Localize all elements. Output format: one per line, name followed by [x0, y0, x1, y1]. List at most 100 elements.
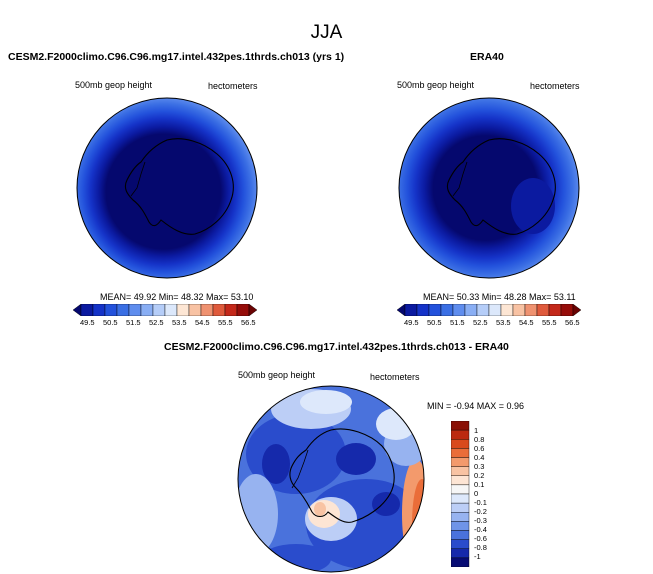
left-colorbar-swatch: [92, 304, 106, 316]
diff-colorbar: [451, 421, 470, 567]
left-colorbar: [73, 304, 257, 316]
left-colorbar-swatch: [176, 304, 190, 316]
right-units-label: hectometers: [530, 81, 580, 91]
diff-tick: -0.8: [474, 543, 487, 552]
diff-tick: 1: [474, 426, 479, 435]
diff-colorbar-swatch: [451, 502, 470, 513]
diff-colorbar-swatch: [451, 457, 470, 467]
left-colorbar-swatch: [212, 304, 226, 316]
right-panel-title: ERA40: [470, 51, 504, 63]
diff-colorbar-swatch: [451, 493, 470, 504]
right-peninsula: [452, 161, 468, 197]
right-colorbar-swatch: [452, 304, 466, 316]
diff-tick: -0.3: [474, 516, 487, 525]
left-colorbar-swatch: [80, 304, 94, 316]
right-colorbar-swatch: [464, 304, 478, 316]
left-polar-map: [76, 97, 258, 279]
left-antarctica-coastline: [124, 138, 234, 235]
right-colorbar-swatch: [572, 304, 581, 316]
left-colorbar-swatch: [236, 304, 250, 316]
left-tick: 56.5: [241, 318, 256, 327]
diff-tick: -0.2: [474, 507, 487, 516]
diff-polar-map: [237, 385, 425, 573]
diff-colorbar-ticks: 1 0.8 0.6 0.4 0.3 0.2 0.1 0 -0.1 -0.2 -0…: [474, 421, 514, 567]
diff-colorbar-swatch: [451, 512, 470, 522]
left-colorbar-swatch: [188, 304, 202, 316]
right-tick: 51.5: [450, 318, 465, 327]
left-colorbar-swatch: [140, 304, 154, 316]
diff-colorbar-swatch: [451, 421, 470, 431]
diff-tick: 0: [474, 489, 479, 498]
right-polar-map: [398, 97, 580, 279]
left-colorbar-swatch: [73, 304, 82, 316]
right-variable-label: 500mb geop height: [397, 80, 475, 90]
left-map-disk: [76, 97, 258, 279]
diff-colorbar-swatch: [451, 448, 470, 458]
right-colorbar-swatch: [560, 304, 574, 316]
left-peninsula: [130, 161, 146, 197]
season-title: JJA: [310, 22, 343, 43]
diff-tick: -0.4: [474, 525, 487, 534]
right-colorbar: [397, 304, 581, 316]
left-colorbar-ticks: 49.5 50.5 51.5 52.5 53.5 54.5 55.5 56.5: [73, 318, 257, 328]
right-colorbar-swatch: [536, 304, 550, 316]
diff-antarctica-coastline: [289, 428, 395, 523]
diff-map-border: [237, 385, 425, 573]
diff-tick: -0.1: [474, 498, 487, 507]
right-colorbar-swatch: [488, 304, 502, 316]
left-tick: 54.5: [195, 318, 210, 327]
diff-panel-title: CESM2.F2000climo.C96.C96.mg17.intel.432p…: [164, 341, 509, 353]
diff-tick: 0.3: [474, 462, 485, 471]
left-colorbar-swatch: [116, 304, 130, 316]
right-tick: 50.5: [427, 318, 442, 327]
right-ross-sea-anomaly: [511, 178, 555, 234]
right-colorbar-swatch: [404, 304, 418, 316]
diff-tick: 0.6: [474, 444, 485, 453]
diff-tick: -0.6: [474, 534, 487, 543]
right-tick: 55.5: [542, 318, 557, 327]
left-units-label: hectometers: [208, 81, 258, 91]
diff-colorbar-swatch: [451, 484, 470, 495]
left-colorbar-swatch: [200, 304, 214, 316]
left-tick: 51.5: [126, 318, 141, 327]
left-colorbar-swatch: [248, 304, 257, 316]
right-colorbar-swatch: [512, 304, 526, 316]
right-colorbar-swatch: [440, 304, 454, 316]
left-tick: 49.5: [80, 318, 95, 327]
diff-stats: MIN = -0.94 MAX = 0.96: [427, 401, 525, 411]
diff-colorbar-swatch: [451, 429, 470, 440]
left-colorbar-swatch: [164, 304, 178, 316]
right-colorbar-swatch: [397, 304, 406, 316]
right-antarctica-coastline: [446, 138, 556, 235]
diff-colorbar-swatch: [451, 475, 470, 486]
left-colorbar-swatch: [104, 304, 118, 316]
diff-colorbar-swatch: [451, 557, 470, 567]
right-tick: 54.5: [519, 318, 534, 327]
right-stats: MEAN= 50.33 Min= 48.28 Max= 53.11: [423, 292, 576, 302]
left-tick: 52.5: [149, 318, 164, 327]
diff-colorbar-swatch: [451, 466, 470, 476]
diff-tick: 0.8: [474, 435, 485, 444]
right-tick: 56.5: [565, 318, 580, 327]
right-colorbar-swatch: [416, 304, 430, 316]
diff-tick: 0.1: [474, 480, 485, 489]
left-colorbar-swatch: [128, 304, 142, 316]
right-tick: 53.5: [496, 318, 511, 327]
diff-peninsula: [291, 449, 309, 489]
diff-tick: -1: [474, 552, 481, 561]
left-panel-title: CESM2.F2000climo.C96.C96.mg17.intel.432p…: [8, 51, 345, 63]
left-stats: MEAN= 49.92 Min= 48.32 Max= 53.10: [100, 292, 254, 302]
left-tick: 53.5: [172, 318, 187, 327]
right-map-disk: [398, 97, 580, 279]
right-colorbar-swatch: [548, 304, 562, 316]
left-tick: 50.5: [103, 318, 118, 327]
diff-colorbar-swatch: [451, 539, 470, 549]
diff-colorbar-swatch: [451, 548, 470, 559]
right-colorbar-swatch: [524, 304, 538, 316]
diff-colorbar-swatch: [451, 439, 470, 449]
diff-units-label: hectometers: [370, 372, 420, 382]
right-tick: 52.5: [473, 318, 488, 327]
right-colorbar-ticks: 49.5 50.5 51.5 52.5 53.5 54.5 55.5 56.5: [397, 318, 581, 328]
left-colorbar-swatch: [224, 304, 238, 316]
diff-colorbar-swatch: [451, 530, 470, 540]
